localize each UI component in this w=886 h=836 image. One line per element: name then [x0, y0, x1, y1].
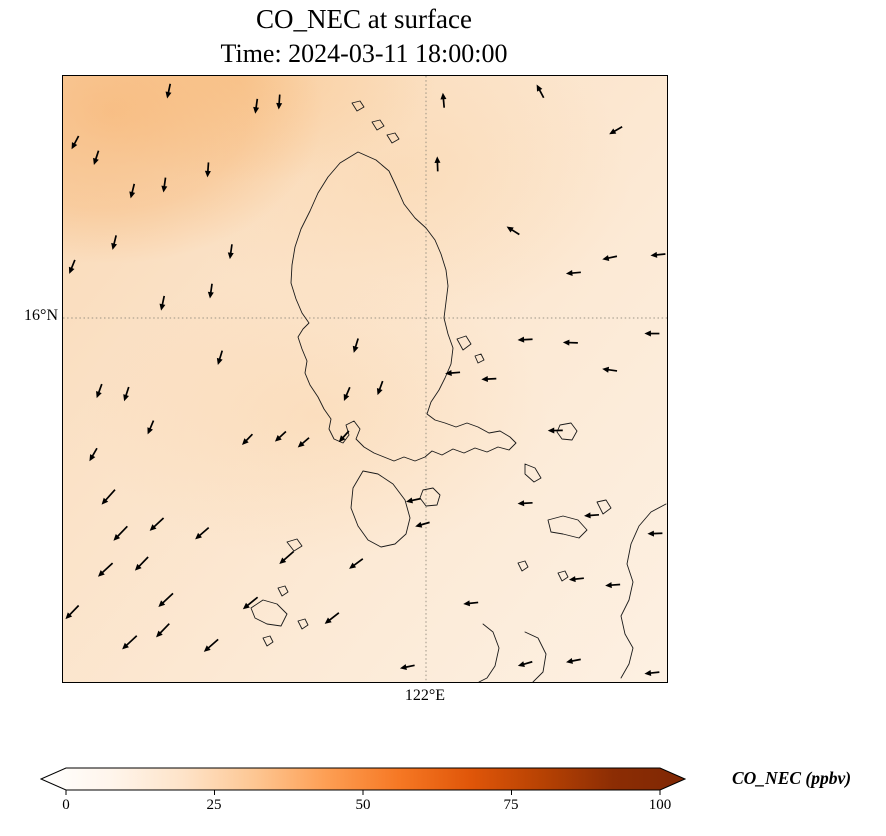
colorbar-tick-marks: [65, 790, 661, 795]
heatmap-field-layer: [63, 76, 667, 682]
colorbar-tick-50: 50: [355, 797, 371, 813]
colorbar-tick-0: 0: [62, 797, 70, 813]
chart-title: CO_NEC at surface: [256, 4, 472, 34]
y-tick-label-16N: 16°N: [24, 307, 58, 324]
colorbar: [40, 767, 686, 795]
colorbar-label: CO_NEC (ppbv): [732, 768, 852, 788]
coastline-layer: [250, 100, 667, 682]
wind-quiver-layer: [65, 83, 666, 676]
chart-subtitle-time: Time: 2024-03-11 18:00:00: [220, 39, 508, 68]
map-overlay-svg: [63, 76, 667, 682]
coastline-luzon: [290, 151, 517, 462]
colorbar-tick-100: 100: [648, 797, 672, 813]
colorbar-bar: [40, 767, 686, 791]
coastline-islands: [250, 100, 667, 682]
colorbar-tick-25: 25: [206, 797, 222, 813]
colorbar-tick-75: 75: [503, 797, 519, 813]
x-tick-label-122E: 122°E: [404, 687, 446, 704]
map-plot-area: [62, 75, 668, 683]
